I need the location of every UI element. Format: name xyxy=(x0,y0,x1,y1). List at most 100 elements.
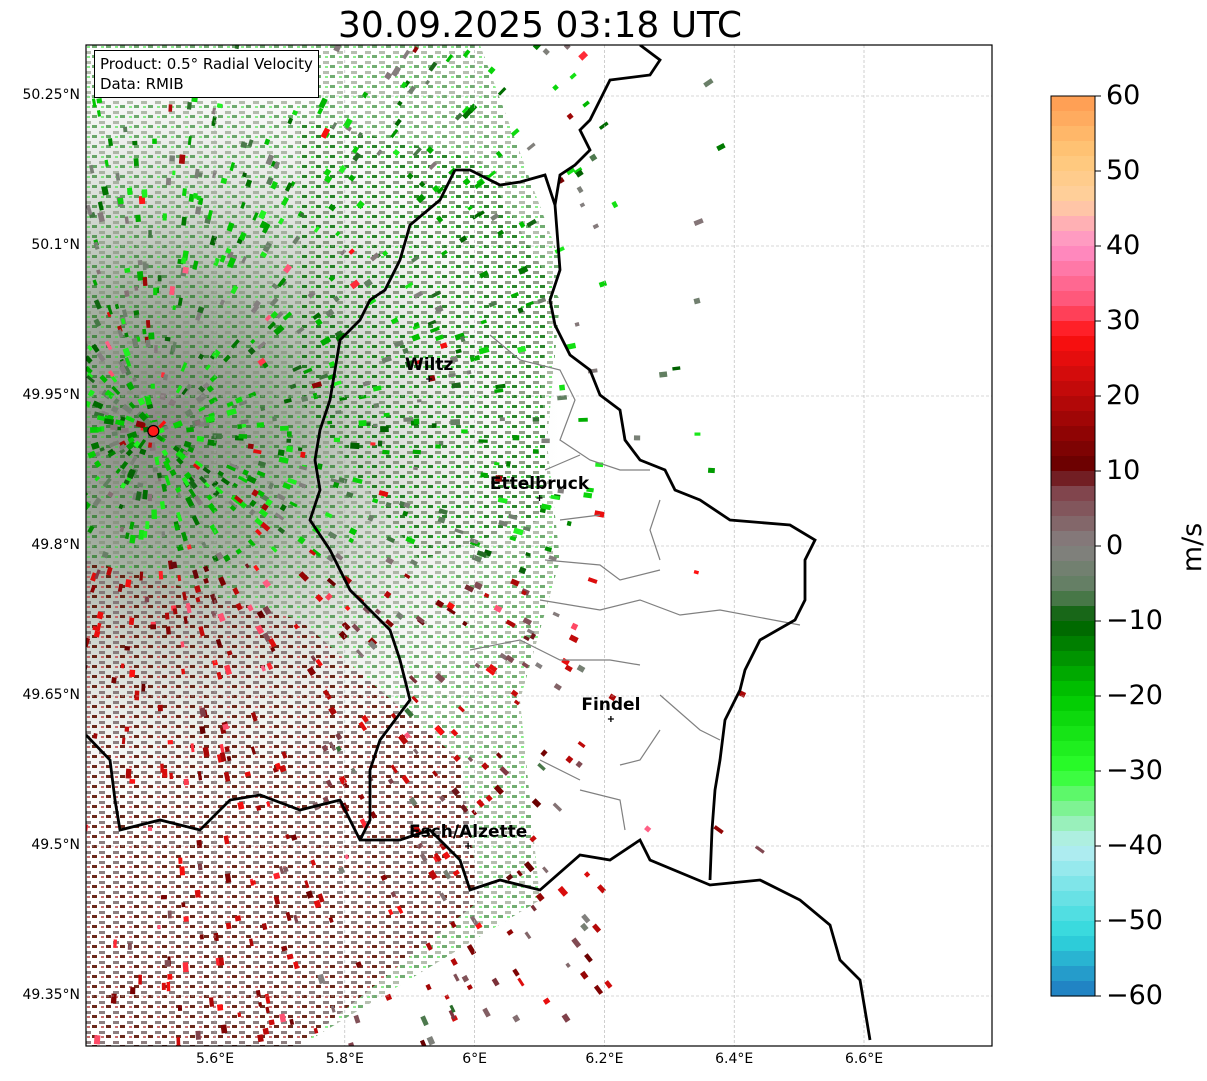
colorbar-tick-label: 30 xyxy=(1106,305,1141,336)
velocity-cell xyxy=(177,1005,183,1012)
velocity-cell xyxy=(693,218,704,226)
colorbar-tick-marks xyxy=(1095,95,1101,997)
velocity-cell xyxy=(292,235,301,245)
velocity-cell xyxy=(145,339,151,348)
velocity-cell xyxy=(453,973,460,982)
velocity-cell xyxy=(412,449,422,455)
velocity-cell xyxy=(121,403,133,414)
colorbar-segment xyxy=(1051,951,1095,967)
velocity-cell xyxy=(186,544,192,550)
velocity-cell xyxy=(96,611,104,620)
velocity-cell xyxy=(390,128,399,139)
velocity-cell xyxy=(453,754,461,762)
city-label: Wiltz xyxy=(405,355,454,375)
velocity-cell xyxy=(317,107,324,115)
velocity-cell xyxy=(219,743,225,753)
velocity-cell xyxy=(253,564,260,572)
velocity-cell xyxy=(248,391,257,399)
velocity-cell xyxy=(203,577,209,584)
velocity-cell xyxy=(522,617,533,626)
velocity-cell xyxy=(229,162,236,172)
velocity-cell xyxy=(300,395,309,403)
velocity-cell xyxy=(177,297,183,306)
velocity-cell xyxy=(338,630,348,641)
velocity-cell xyxy=(185,496,195,508)
velocity-cell xyxy=(141,189,148,198)
colorbar-segment xyxy=(1051,846,1095,862)
colorbar-segment xyxy=(1051,426,1095,442)
colorbar-tick-label: −20 xyxy=(1106,680,1163,711)
velocity-cell xyxy=(234,396,243,404)
velocity-cell xyxy=(355,961,363,968)
velocity-cell xyxy=(703,78,714,88)
colorbar-segment xyxy=(1051,291,1095,307)
velocity-cell xyxy=(330,1005,336,1013)
lon-tick-label: 5.8°E xyxy=(325,1051,364,1067)
velocity-cell xyxy=(252,212,259,221)
velocity-cell xyxy=(490,213,500,222)
velocity-cell xyxy=(371,498,379,504)
velocity-cell xyxy=(262,605,272,616)
velocity-cell xyxy=(142,328,147,335)
velocity-cell xyxy=(448,1009,456,1020)
velocity-cell xyxy=(413,290,424,299)
velocity-cell xyxy=(405,536,416,545)
velocity-cell xyxy=(167,910,172,919)
velocity-cell xyxy=(350,767,357,774)
velocity-cell xyxy=(97,201,104,211)
colorbar-segment xyxy=(1051,411,1095,427)
velocity-cell xyxy=(194,889,201,898)
velocity-cell xyxy=(169,772,174,780)
velocity-cell xyxy=(466,984,473,991)
colorbar-segment xyxy=(1051,366,1095,382)
velocity-cell xyxy=(408,675,418,684)
velocity-cell xyxy=(342,117,353,129)
velocity-cell xyxy=(229,504,237,512)
velocity-cell xyxy=(230,285,239,295)
velocity-cell xyxy=(529,632,537,640)
velocity-cell xyxy=(166,981,171,992)
velocity-cell xyxy=(331,122,338,130)
velocity-cell xyxy=(644,825,652,833)
velocity-cell xyxy=(137,397,146,406)
velocity-cell xyxy=(372,385,382,392)
colorbar-segment xyxy=(1051,936,1095,952)
velocity-cell xyxy=(276,493,286,501)
velocity-cell xyxy=(587,577,598,584)
velocity-cell xyxy=(362,605,372,615)
velocity-cell xyxy=(693,570,700,575)
velocity-cell xyxy=(428,161,438,170)
velocity-cell xyxy=(237,1012,242,1018)
velocity-cell xyxy=(293,623,300,630)
velocity-cell xyxy=(203,565,210,573)
velocity-cell xyxy=(248,508,256,516)
velocity-cell xyxy=(197,353,205,360)
velocity-cell xyxy=(181,668,186,675)
velocity-cell xyxy=(451,382,462,389)
velocity-cell xyxy=(94,475,101,482)
velocity-cell xyxy=(323,168,332,177)
velocity-cell xyxy=(107,491,114,498)
velocity-cell xyxy=(255,805,262,811)
velocity-cell xyxy=(192,569,200,580)
velocity-cell xyxy=(454,332,466,341)
velocity-cell xyxy=(476,799,485,808)
velocity-cell xyxy=(176,1037,181,1046)
velocity-cell xyxy=(325,779,333,788)
velocity-cell xyxy=(335,553,344,561)
velocity-cell xyxy=(124,645,131,651)
velocity-cell xyxy=(563,45,571,50)
velocity-cell xyxy=(559,384,566,391)
velocity-cell xyxy=(179,866,186,876)
velocity-cell xyxy=(401,774,410,785)
map-title: 30.09.2025 03:18 UTC xyxy=(337,5,743,46)
velocity-cell xyxy=(442,851,451,860)
velocity-cell xyxy=(111,385,121,396)
velocity-cell xyxy=(117,329,124,338)
velocity-cell xyxy=(137,482,144,488)
colorbar-segment xyxy=(1051,606,1095,622)
velocity-cell xyxy=(137,439,147,450)
velocity-cell xyxy=(148,442,153,448)
velocity-cell xyxy=(194,585,202,594)
velocity-cell xyxy=(512,968,520,977)
